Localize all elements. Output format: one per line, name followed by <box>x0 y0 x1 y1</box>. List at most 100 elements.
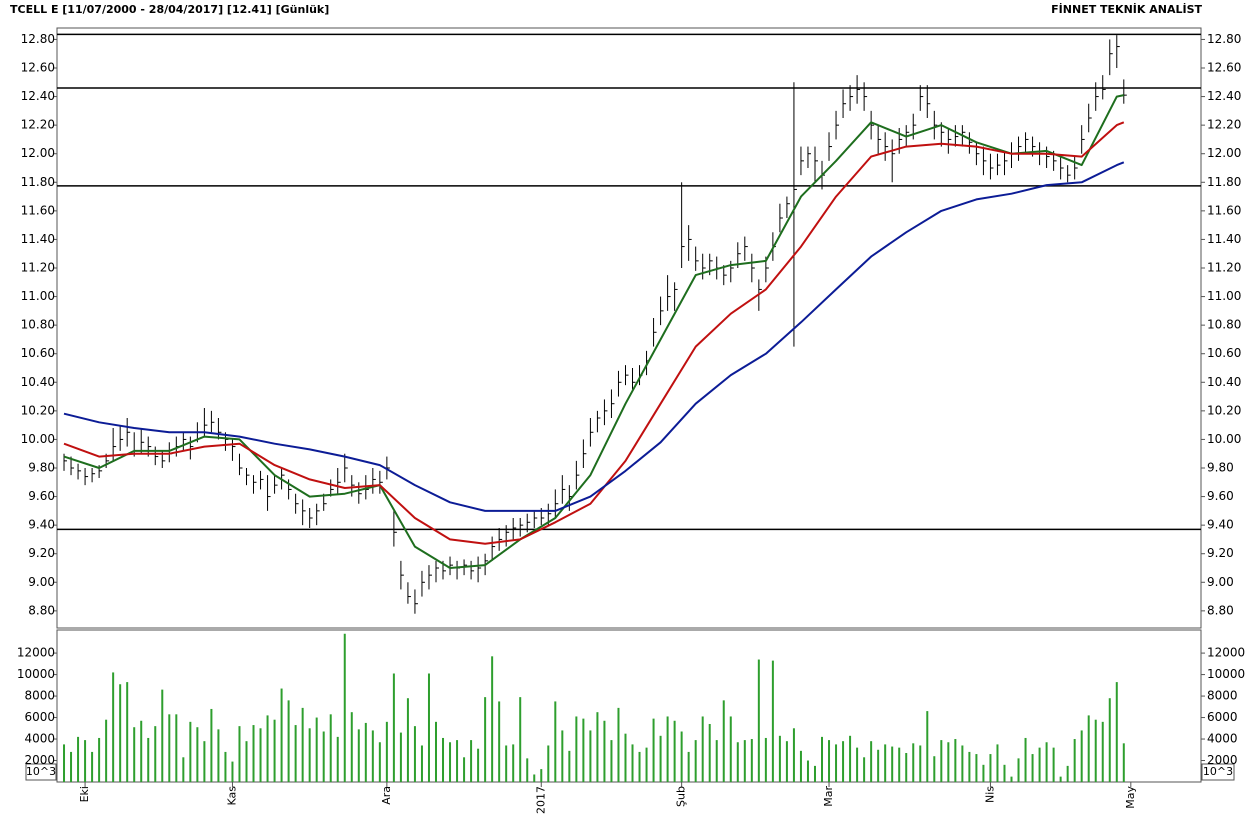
volume-bar <box>491 656 494 782</box>
volume-bar <box>666 716 669 782</box>
volume-bar <box>1010 776 1013 782</box>
y-tick-label: 12.80 <box>21 32 55 46</box>
volume-bar <box>1052 747 1055 782</box>
volume-bar <box>708 723 711 782</box>
y-tick-label: 10.00 <box>21 432 55 446</box>
volume-bar <box>533 774 536 782</box>
y-tick-label: 10.60 <box>21 346 55 360</box>
volume-bar <box>182 757 185 782</box>
volume-bar <box>245 741 248 782</box>
volume-bar <box>1059 776 1062 782</box>
volume-bar <box>1045 742 1048 782</box>
x-tick-label: 2017 <box>534 786 547 814</box>
volume-bar <box>350 712 353 782</box>
volume-bar <box>694 740 697 782</box>
volume-bar <box>547 745 550 782</box>
y-tick-label: 10.40 <box>21 375 55 389</box>
volume-bar <box>933 756 936 782</box>
volume-bar <box>413 726 416 782</box>
volume-bar <box>161 689 164 782</box>
volume-bar <box>301 707 304 782</box>
x-tick-label: Kas <box>225 786 238 806</box>
volume-bar <box>1094 719 1097 782</box>
volume-bar <box>371 730 374 782</box>
volume-bar <box>1115 682 1118 782</box>
volume-bar <box>112 672 115 782</box>
volume-bar <box>217 729 220 782</box>
volume-bar <box>624 733 627 782</box>
volume-bar <box>259 728 262 782</box>
volume-bar <box>63 744 66 782</box>
volume-bar <box>905 752 908 782</box>
volume-bar <box>168 714 171 782</box>
volume-bar <box>898 747 901 782</box>
volume-bar <box>1024 737 1027 782</box>
volume-bar <box>98 737 101 782</box>
volume-bar <box>343 633 346 782</box>
volume-bar <box>1066 765 1069 782</box>
volume-bar <box>715 740 718 782</box>
y-tick-label: 11.60 <box>1207 203 1241 217</box>
y-tick-label: 12.40 <box>1207 89 1241 103</box>
volume-bar <box>813 765 816 782</box>
y-tick-label: 12.40 <box>21 89 55 103</box>
y-tick-label: 4000 <box>1207 732 1238 746</box>
volume-bar <box>638 751 641 782</box>
volume-bar <box>70 751 73 782</box>
y-tick-label: 11.20 <box>21 261 55 275</box>
volume-bar <box>392 673 395 782</box>
y-tick-label: 8.80 <box>28 603 55 617</box>
volume-bar <box>891 746 894 782</box>
volume-bar <box>364 722 367 782</box>
volume-bar <box>294 725 297 782</box>
volume-bar <box>287 700 290 782</box>
volume-bar <box>568 750 571 782</box>
volume-bar <box>154 726 157 782</box>
volume-bar <box>315 717 318 782</box>
y-tick-label: 10.80 <box>1207 318 1241 332</box>
volume-bar <box>203 741 206 782</box>
y-tick-label: 9.60 <box>1207 489 1234 503</box>
y-tick-label: 9.20 <box>1207 546 1234 560</box>
volume-bar <box>954 739 957 782</box>
volume-panel <box>56 629 1202 783</box>
y-tick-label: 9.40 <box>1207 518 1234 532</box>
y-tick-label: 9.00 <box>1207 575 1234 589</box>
unit-box <box>25 763 57 781</box>
volume-bar <box>470 740 473 782</box>
volume-bar <box>828 740 831 782</box>
unit-box <box>1201 763 1235 781</box>
volume-unit: 10^3 <box>26 765 56 778</box>
volume-bar <box>442 737 445 782</box>
volume-bar <box>1087 715 1090 782</box>
y-tick-label: 9.20 <box>28 546 55 560</box>
volume-bar <box>1108 698 1111 782</box>
y-tick-label: 9.80 <box>1207 461 1234 475</box>
y-tick-label: 8000 <box>24 689 55 703</box>
x-tick-label: May <box>1124 786 1137 809</box>
volume-bar <box>792 728 795 782</box>
y-tick-label: 11.80 <box>1207 175 1241 189</box>
volume-bar <box>1017 758 1020 782</box>
volume-bar <box>645 747 648 782</box>
volume-bar <box>736 742 739 782</box>
volume-bar <box>1003 764 1006 782</box>
y-tick-label: 12000 <box>1207 646 1245 660</box>
y-tick-label: 11.80 <box>21 175 55 189</box>
y-tick-label: 9.60 <box>28 489 55 503</box>
volume-bar <box>498 701 501 782</box>
x-tick-label: Nis <box>983 786 996 803</box>
volume-bar <box>617 707 620 782</box>
volume-bar <box>596 712 599 782</box>
volume-bar <box>687 751 690 782</box>
volume-bar <box>680 731 683 782</box>
volume-bar <box>456 740 459 782</box>
y-tick-label: 10.00 <box>1207 432 1241 446</box>
volume-bar <box>863 757 866 782</box>
volume-bar <box>449 742 452 782</box>
volume-bar <box>505 745 508 782</box>
volume-bar <box>940 740 943 782</box>
volume-bar <box>575 716 578 782</box>
volume-bar <box>821 736 824 782</box>
